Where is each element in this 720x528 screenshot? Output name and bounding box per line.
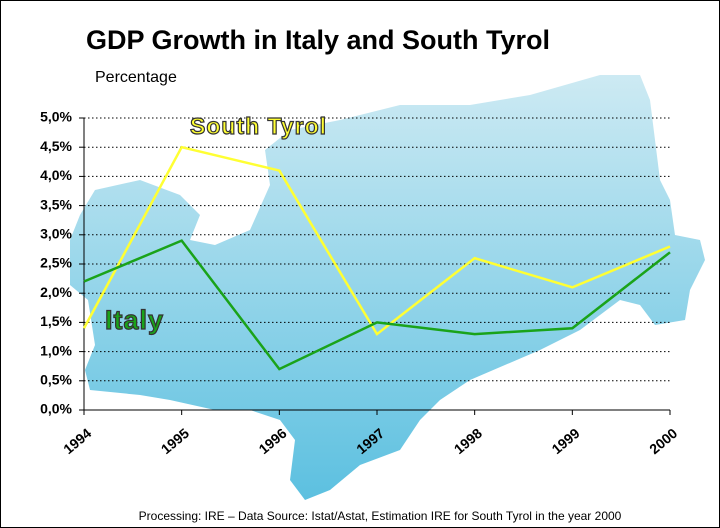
series-label: Italy [105,305,164,335]
series-line [82,145,671,336]
y-tick-label: 1,0% [40,342,72,358]
y-tick-label: 4,0% [40,167,72,183]
y-tick-label: 0,5% [40,372,72,388]
y-tick-label: 2,5% [40,255,72,271]
series-line [83,239,671,371]
y-tick-label: 2,0% [40,284,72,300]
y-tick-label: 3,0% [40,226,72,242]
source-note: Processing: IRE – Data Source: Istat/Ast… [139,509,622,523]
y-tick-label: 3,5% [40,196,72,212]
map-background [70,75,705,500]
chart-title: GDP Growth in Italy and South Tyrol [86,25,550,55]
series-label: South Tyrol [190,113,327,139]
y-tick-label: 1,5% [40,313,72,329]
y-tick-label: 0,0% [40,401,72,417]
y-axis-label: Percentage [95,69,177,86]
y-tick-label: 4,5% [40,138,72,154]
y-tick-label: 5,0% [40,109,72,125]
